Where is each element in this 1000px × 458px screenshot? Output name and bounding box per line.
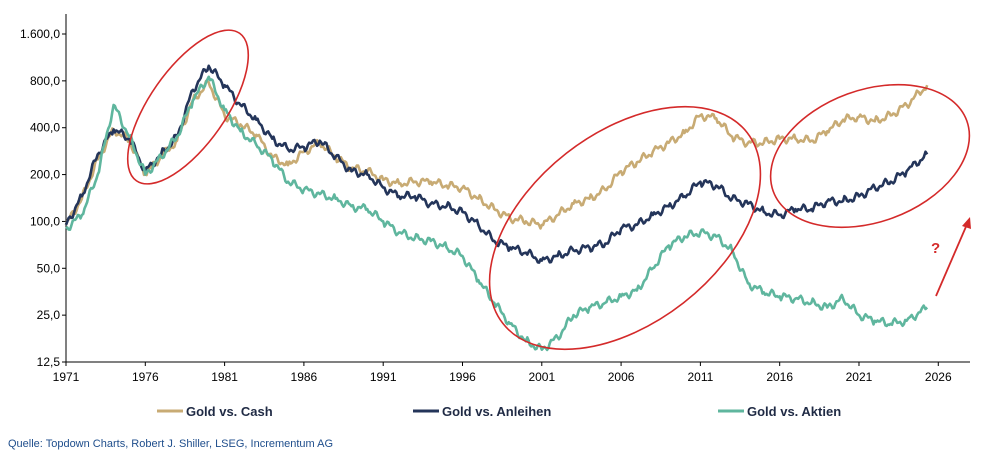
y-tick-label: 400,0 [30,121,60,135]
x-tick-label: 2016 [766,370,793,384]
series-lines [64,64,929,352]
x-tick-label: 2006 [608,370,635,384]
x-tick-label: 1976 [132,370,159,384]
y-tick-label: 25,0 [37,308,61,322]
x-tick-label: 2021 [846,370,873,384]
y-tick-label: 50,0 [37,261,61,275]
highlight-ellipse-2020s [769,83,971,229]
x-tick-label: 1996 [449,370,476,384]
x-tick-label: 2011 [687,370,713,384]
upward-arrow-line [935,221,969,297]
source-note: Quelle: Topdown Charts, Robert J. Shille… [8,438,334,450]
annotations: ? [126,29,971,351]
legend-label: Gold vs. Cash [186,404,273,419]
x-tick-label: 1971 [53,370,80,384]
x-tick-label: 2026 [925,370,952,384]
x-tick-label: 1981 [211,370,238,384]
legend-label: Gold vs. Anleihen [442,404,551,419]
highlight-ellipse-1970s [126,29,250,185]
legend: Gold vs. Cash Gold vs. Anleihen Gold vs. A… [157,404,841,419]
y-tick-label: 200,0 [30,168,60,182]
x-tick-label: 2001 [528,370,555,384]
x-tick-label: 1991 [370,370,397,384]
y-tick-label: 1.600,0 [20,27,60,41]
y-tick-label: 800,0 [30,74,60,88]
y-tick-label: 12,5 [37,355,61,369]
x-tick-label: 1986 [291,370,318,384]
series-line-gold-vs-cash [64,79,929,230]
series-line-gold-vs-aktien [65,75,929,352]
axes: 12,5 25,0 50,0 100,0 200,0 400,0 800,0 1.600,0 1… [20,14,970,384]
series-line-gold-vs-anleihen [64,64,929,264]
upward-arrow-head [962,217,971,229]
question-mark-annotation: ? [931,240,940,257]
legend-label: Gold vs. Aktien [747,404,841,419]
y-tick-label: 100,0 [30,214,60,228]
highlight-ellipse-2000s [488,105,762,351]
